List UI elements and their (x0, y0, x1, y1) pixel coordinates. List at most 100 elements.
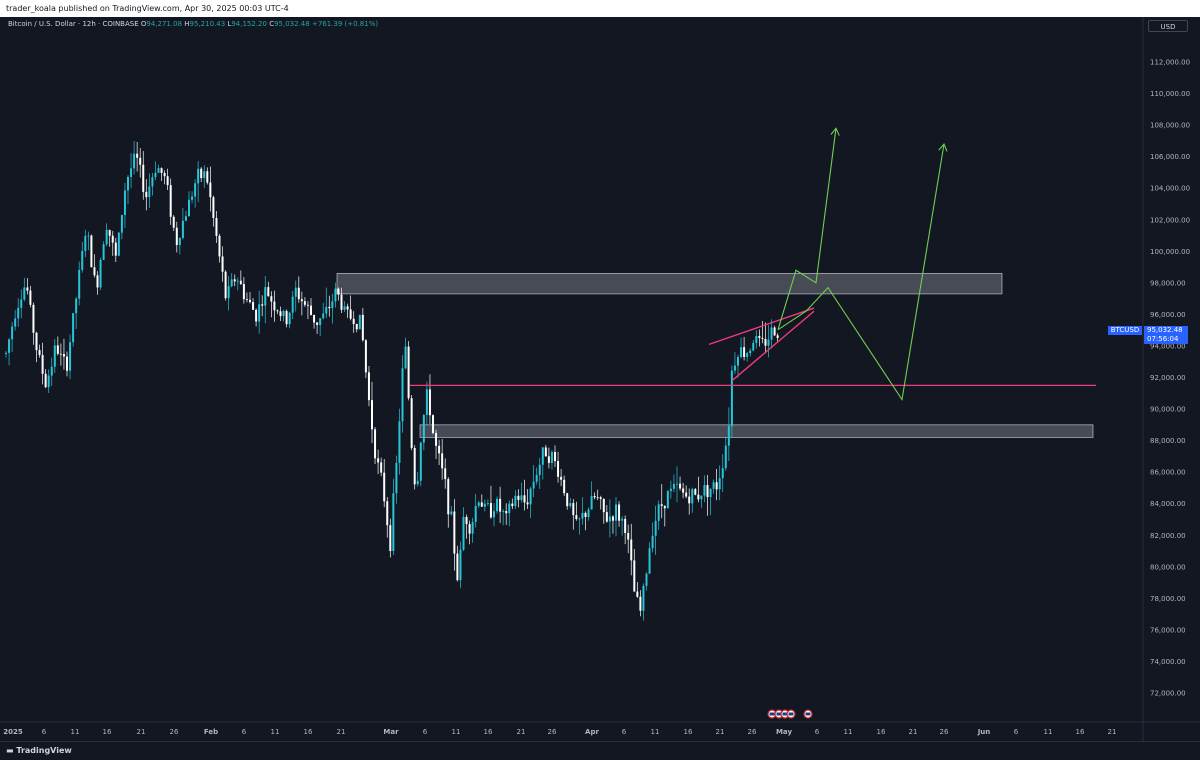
candle-body (276, 310, 279, 312)
candle-body (328, 306, 331, 309)
candle-body (81, 250, 84, 270)
candle-body (319, 318, 322, 325)
symbol-price-tag: BTCUSD (1108, 326, 1142, 335)
candle-body (20, 299, 23, 308)
last-price-value: 95,032.48 (1147, 326, 1183, 334)
x-tick-label: 11 (844, 728, 853, 736)
candle-body (618, 504, 621, 521)
candle-body (279, 311, 282, 317)
candle-body (694, 489, 697, 495)
candle-body (419, 442, 422, 481)
candle-body (53, 345, 56, 367)
legend-open-label: O (140, 20, 147, 28)
candle-body (151, 177, 154, 187)
candle-body (465, 516, 468, 525)
candle-body (520, 495, 523, 501)
x-tick-label: 26 (940, 728, 949, 736)
candle-body (38, 350, 41, 356)
candle-body (154, 172, 157, 178)
candle-body (468, 524, 471, 534)
y-tick-label: 72,000.00 (1150, 690, 1186, 698)
candle-body (679, 483, 682, 489)
y-tick-label: 78,000.00 (1150, 595, 1186, 603)
candle-body (32, 304, 35, 333)
candle-body (538, 464, 541, 475)
candle-body (111, 235, 114, 243)
flag-icon (788, 712, 794, 716)
candle-body (752, 342, 755, 351)
legend-low-label: L (227, 20, 232, 28)
candle-body (380, 462, 383, 473)
candle-body (563, 479, 566, 494)
candle-body (514, 495, 517, 507)
candle-body (413, 447, 416, 485)
candle-body (120, 215, 123, 233)
candle-body (590, 495, 593, 510)
candle-body (188, 199, 190, 217)
candle-body (511, 503, 514, 507)
candle-body (29, 290, 32, 305)
candle-body (371, 400, 373, 430)
tradingview-logo: ▬ TradingView (6, 746, 72, 755)
candle-body (416, 480, 419, 485)
projection-arrowhead (830, 127, 840, 136)
candle-body (23, 287, 26, 300)
candle-body (331, 301, 334, 309)
candle-body (435, 432, 438, 446)
candles (5, 140, 779, 621)
candle-body (374, 429, 377, 459)
candle-body (340, 294, 343, 310)
y-tick-label: 104,000.00 (1150, 185, 1190, 193)
candle-body (178, 237, 181, 245)
candle-body (645, 573, 648, 586)
candle-body (169, 185, 172, 217)
candle-body (709, 488, 712, 498)
candle-body (313, 314, 316, 323)
candle-body (422, 414, 425, 443)
y-tick-label: 76,000.00 (1150, 626, 1186, 634)
candle-body (410, 398, 413, 448)
candle-body (355, 323, 358, 330)
candle-body (746, 353, 749, 357)
candle-body (438, 445, 441, 454)
candle-body (743, 347, 746, 357)
x-tick-label: 2025 (3, 728, 23, 736)
y-tick-label: 112,000.00 (1150, 59, 1190, 67)
candle-body (133, 153, 136, 169)
candle-body (541, 447, 544, 465)
projection-path (777, 143, 945, 402)
candle-body (343, 306, 346, 310)
y-tick-label: 80,000.00 (1150, 563, 1186, 571)
currency-button[interactable]: USD (1148, 20, 1188, 32)
candle-body (322, 313, 325, 319)
publisher-bar: trader_koala published on TradingView.co… (0, 0, 1200, 17)
wedge-lower-line (731, 310, 815, 382)
candle-body (212, 197, 215, 218)
candle-body (602, 498, 605, 513)
candle-body (26, 287, 29, 291)
candle-body (581, 512, 584, 519)
publisher-text: trader_koala published on TradingView.co… (6, 4, 289, 13)
candle-body (233, 279, 236, 282)
candle-body (239, 280, 242, 285)
candle-body (72, 313, 75, 343)
candle-body (480, 502, 483, 507)
x-tick-label: 26 (170, 728, 179, 736)
candle-body (764, 338, 767, 346)
candle-body (96, 275, 99, 288)
candle-body (688, 496, 691, 504)
candle-body (270, 296, 273, 302)
chart-area[interactable] (0, 17, 1200, 760)
candle-body (557, 461, 560, 477)
y-tick-label: 88,000.00 (1150, 437, 1186, 445)
candle-body (166, 176, 169, 186)
candle-body (608, 516, 611, 522)
legend-change: +761.39 (+0.81%) (311, 20, 379, 28)
candle-body (41, 355, 44, 374)
legend-close-label: C (269, 20, 275, 28)
candle-body (325, 306, 328, 314)
candle-body (776, 335, 779, 338)
candle-body (316, 322, 319, 325)
tradingview-brand: TradingView (16, 746, 72, 755)
